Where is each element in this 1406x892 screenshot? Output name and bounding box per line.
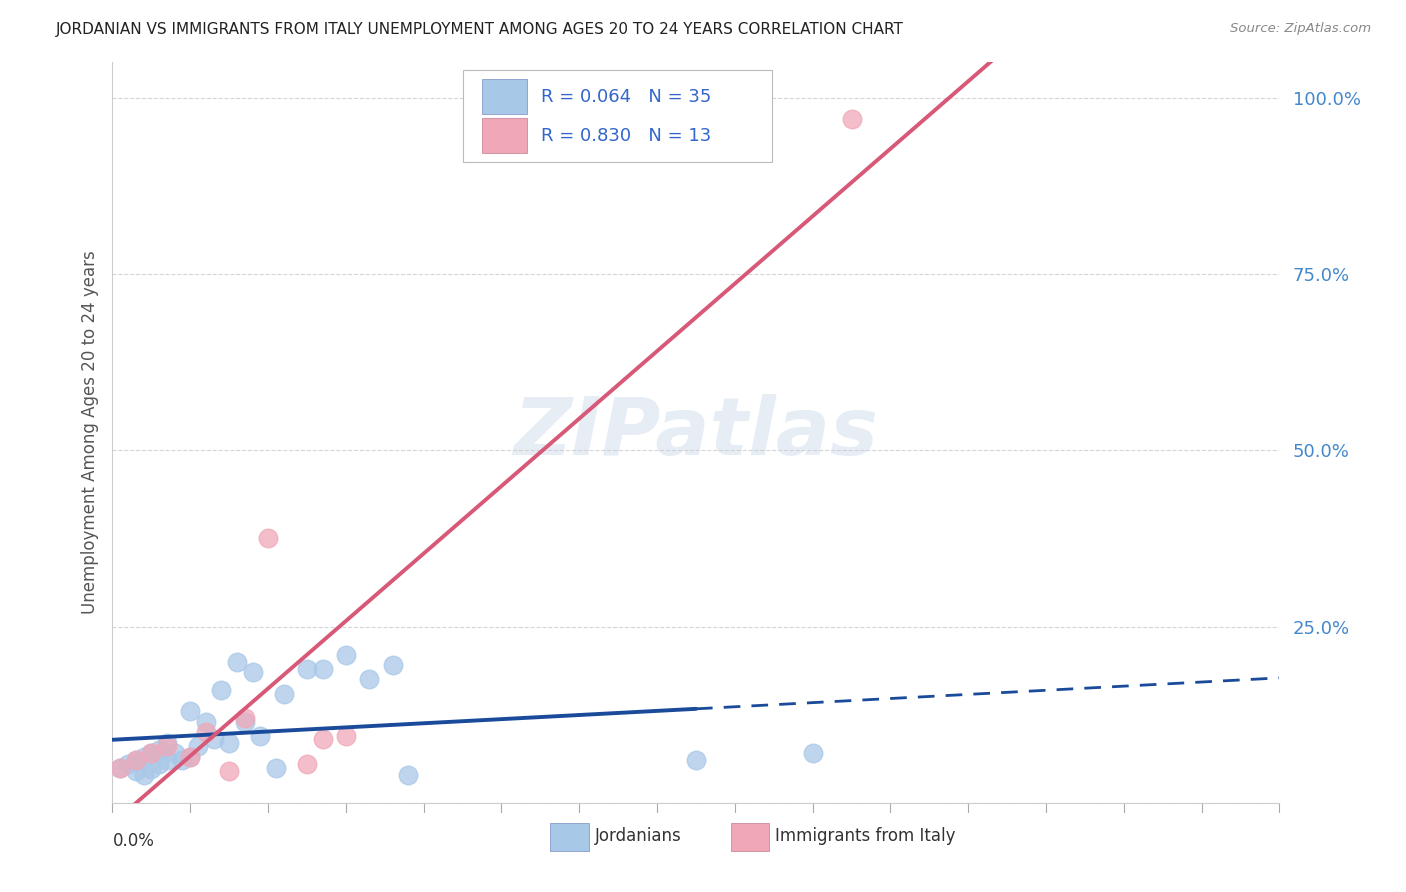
- Text: JORDANIAN VS IMMIGRANTS FROM ITALY UNEMPLOYMENT AMONG AGES 20 TO 24 YEARS CORREL: JORDANIAN VS IMMIGRANTS FROM ITALY UNEMP…: [56, 22, 904, 37]
- Point: [685, 754, 707, 768]
- Point: [202, 732, 225, 747]
- Point: [801, 747, 824, 761]
- Point: [264, 760, 287, 774]
- FancyBboxPatch shape: [550, 822, 589, 851]
- Y-axis label: Unemployment Among Ages 20 to 24 years: Unemployment Among Ages 20 to 24 years: [80, 251, 98, 615]
- Point: [179, 704, 201, 718]
- Point: [132, 767, 155, 781]
- Point: [156, 739, 179, 754]
- Point: [233, 714, 256, 729]
- Point: [163, 747, 186, 761]
- Point: [218, 764, 240, 778]
- Point: [233, 711, 256, 725]
- FancyBboxPatch shape: [482, 78, 527, 114]
- Point: [295, 757, 318, 772]
- Point: [249, 729, 271, 743]
- Point: [125, 764, 148, 778]
- Point: [117, 757, 139, 772]
- Point: [125, 754, 148, 768]
- Point: [335, 648, 357, 662]
- Point: [141, 747, 163, 761]
- Point: [194, 725, 217, 739]
- Point: [218, 736, 240, 750]
- Point: [156, 754, 179, 768]
- Point: [187, 739, 209, 754]
- Point: [311, 662, 333, 676]
- Point: [194, 714, 217, 729]
- Point: [110, 760, 132, 774]
- Point: [242, 665, 264, 680]
- Text: ZIPatlas: ZIPatlas: [513, 393, 879, 472]
- Point: [257, 532, 280, 546]
- Point: [132, 750, 155, 764]
- Text: R = 0.064   N = 35: R = 0.064 N = 35: [541, 87, 711, 105]
- Point: [311, 732, 333, 747]
- Point: [209, 683, 232, 698]
- Point: [335, 729, 357, 743]
- Text: Jordanians: Jordanians: [595, 827, 681, 845]
- Point: [381, 658, 404, 673]
- Point: [148, 757, 170, 772]
- Point: [179, 750, 201, 764]
- Point: [396, 767, 419, 781]
- Point: [841, 112, 863, 126]
- Point: [110, 760, 132, 774]
- Text: Source: ZipAtlas.com: Source: ZipAtlas.com: [1230, 22, 1371, 36]
- Point: [141, 747, 163, 761]
- FancyBboxPatch shape: [731, 822, 769, 851]
- Point: [226, 655, 249, 669]
- Point: [273, 686, 295, 700]
- Point: [141, 762, 163, 776]
- Point: [125, 754, 148, 768]
- Point: [295, 662, 318, 676]
- FancyBboxPatch shape: [463, 70, 772, 162]
- Point: [359, 673, 381, 687]
- FancyBboxPatch shape: [482, 118, 527, 153]
- Point: [179, 750, 201, 764]
- Point: [156, 736, 179, 750]
- Point: [148, 743, 170, 757]
- Text: Immigrants from Italy: Immigrants from Italy: [775, 827, 956, 845]
- Point: [172, 754, 194, 768]
- Text: 0.0%: 0.0%: [112, 832, 155, 850]
- Text: R = 0.830   N = 13: R = 0.830 N = 13: [541, 127, 711, 145]
